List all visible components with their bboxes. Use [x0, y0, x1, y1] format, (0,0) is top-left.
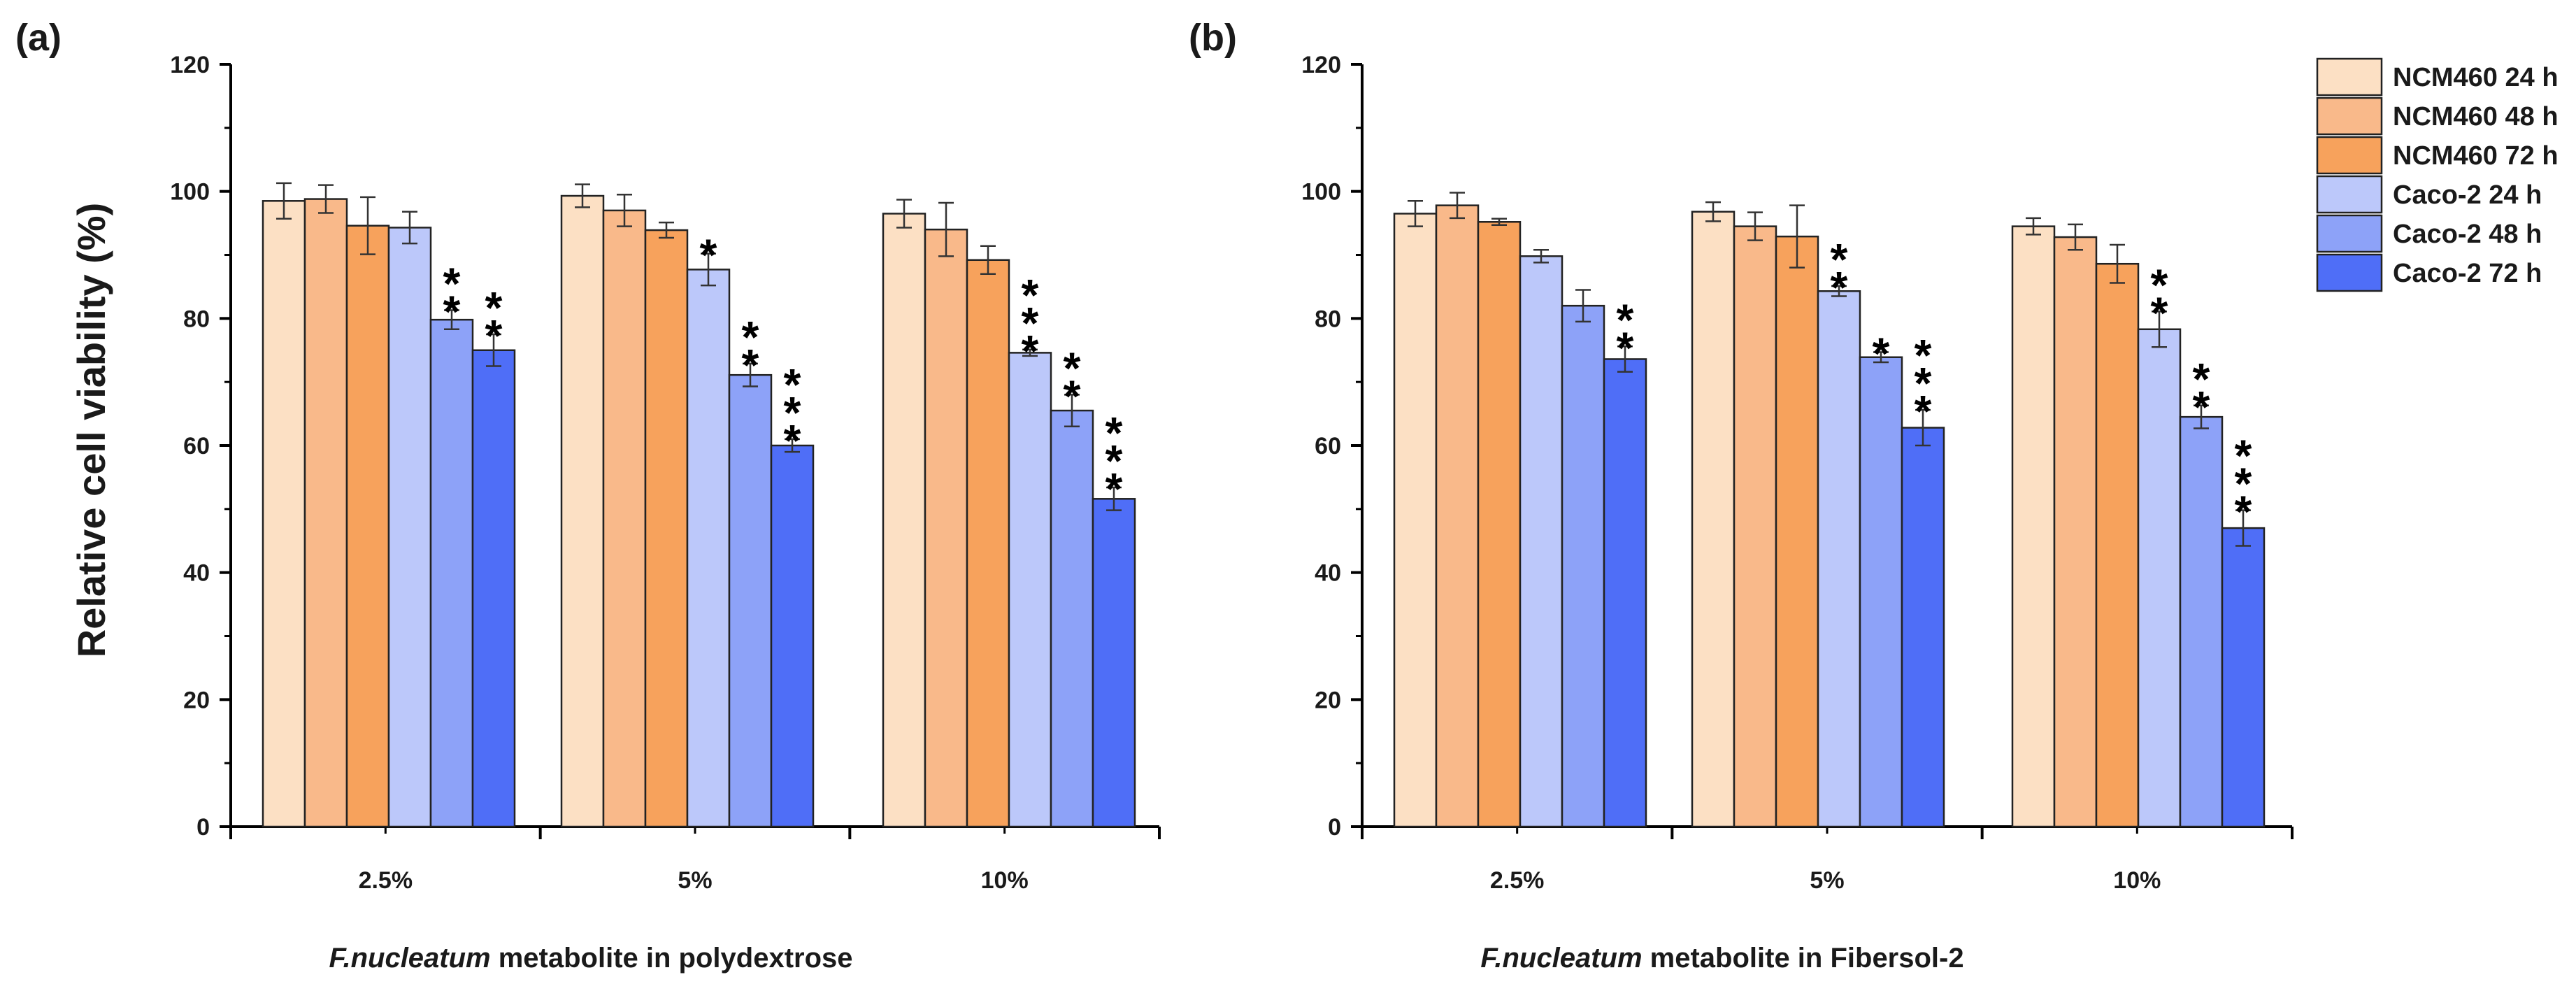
panel-b-x-axis-title-rest: metabolite in Fibersol-2 — [1643, 943, 1964, 974]
panel-a-significance-stars: * * * — [1105, 408, 1123, 514]
panel-a-bar — [1008, 352, 1052, 828]
panel-a-bar — [728, 373, 773, 828]
panel-a-significance-stars: * * * — [784, 359, 801, 466]
panel-a-bar — [262, 200, 306, 828]
panel-a-bar — [560, 194, 605, 828]
panel-b-x-tick-label: 5% — [1810, 867, 1844, 894]
panel-a-significance-stars: * * — [1064, 343, 1081, 421]
panel-b-bar — [2053, 236, 2098, 828]
legend-swatch — [2316, 136, 2383, 175]
panel-b-x-tick-label: 2.5% — [1490, 867, 1545, 894]
panel-b-x-axis-title-italic: F.nucleatum — [1480, 943, 1642, 974]
panel-b-bar — [1603, 358, 1647, 828]
panel-b-x-axis-title: F.nucleatum metabolite in Fibersol-2 — [1480, 943, 1963, 974]
panel-b-bar — [1435, 204, 1480, 828]
legend-label: Caco-2 72 h — [2393, 259, 2542, 288]
panel-b-bar — [1901, 427, 1945, 828]
panel-b-bar — [1393, 213, 1438, 828]
panel-b-bar — [2137, 328, 2182, 828]
panel-b-bar — [2095, 262, 2140, 828]
panel-a-significance-stars: * — [700, 230, 717, 280]
panel-a-bar — [602, 209, 647, 828]
panel-b-significance-stars: * * * — [1915, 330, 1932, 436]
panel-a-x-axis-title-rest: metabolite in polydextrose — [491, 943, 853, 974]
legend-swatch — [2316, 175, 2383, 214]
panel-a-bar — [882, 213, 926, 828]
panel-a-y-tick-label: 40 — [183, 560, 210, 587]
panel-b-significance-stars: * * — [2151, 259, 2168, 338]
panel-b-y-tick-label: 60 — [1315, 433, 1341, 459]
panel-a-y-tick-label: 100 — [170, 179, 210, 206]
legend-label: Caco-2 48 h — [2393, 220, 2542, 249]
panel-a-bar — [1050, 409, 1094, 828]
panel-a-y-tick-label: 80 — [183, 306, 210, 332]
panel-a: (a) Relative cell viability (%) F.nuclea… — [15, 17, 1161, 974]
panel-b-bar — [1519, 255, 1564, 828]
panel-b-x-tick-label: 10% — [2113, 867, 2161, 894]
panel-a-bar — [1092, 498, 1136, 828]
panel-a-bar — [387, 227, 432, 828]
panel-a-bar — [429, 318, 474, 828]
panel-b-y-tick-label: 40 — [1315, 560, 1341, 587]
panel-a-bar — [966, 259, 1010, 828]
panel-a-significance-stars: * * — [742, 312, 759, 390]
panel-a-bar — [303, 198, 348, 828]
legend-swatch — [2316, 97, 2383, 136]
panel-a-y-tick-label: 60 — [183, 433, 210, 459]
panel-b-significance-stars: * * — [1617, 294, 1634, 373]
panel-a-y-tick-label: 20 — [183, 687, 210, 713]
panel-b-bar — [2011, 225, 2056, 828]
panel-a-bar — [686, 269, 731, 828]
panel-a-y-tick-label: 120 — [170, 52, 210, 78]
panel-b-significance-stars: * — [1873, 328, 1890, 378]
panel-a-bar — [644, 229, 689, 828]
panel-a-x-tick-label: 10% — [981, 867, 1029, 894]
panel-a-bar — [924, 228, 968, 828]
panel-a-significance-stars: * * — [485, 283, 503, 361]
panel-a-significance-stars: * * * — [1022, 270, 1039, 376]
panel-a-bar — [345, 224, 390, 828]
panel-b-bar — [2179, 415, 2224, 828]
panel-b-bar — [1477, 221, 1522, 828]
panel-b-bar — [1859, 356, 1903, 828]
panel-b-bar — [1817, 290, 1861, 828]
legend-swatch — [2316, 214, 2383, 253]
legend-label: NCM460 48 h — [2393, 102, 2559, 131]
panel-b-significance-stars: * * — [2193, 354, 2210, 432]
legend-label: NCM460 72 h — [2393, 141, 2559, 171]
panel-b-y-tick-label: 0 — [1328, 814, 1341, 841]
panel-b-bar — [1733, 225, 1777, 828]
panel-b-bar — [1775, 235, 1819, 828]
panel-b-label: (b) — [1189, 17, 1237, 59]
legend-swatch — [2316, 253, 2383, 292]
panel-b-y-tick-label: 20 — [1315, 687, 1341, 713]
panel-b-significance-stars: * * — [1831, 234, 1848, 313]
panel-b-bar — [1691, 211, 1736, 828]
panel-a-bar — [471, 349, 516, 828]
panel-a-x-tick-label: 2.5% — [359, 867, 413, 894]
panel-b-bar — [1561, 304, 1605, 828]
y-axis-title: Relative cell viability (%) — [69, 203, 113, 657]
panel-a-label: (a) — [15, 17, 62, 59]
panel-a-x-axis-title-italic: F.nucleatum — [329, 943, 490, 974]
legend: NCM460 24 h NCM460 48 h NCM460 72 h Caco-2 … — [2316, 57, 2559, 292]
panel-b-y-tick-label: 100 — [1301, 179, 1341, 206]
legend-label: Caco-2 24 h — [2393, 180, 2542, 210]
panel-b-bar — [2221, 527, 2266, 828]
panel-a-significance-stars: * * — [443, 259, 461, 337]
panel-b: (b) F.nucleatum metabolite in Fibersol-2… — [1189, 17, 2294, 974]
panel-a-bar — [770, 444, 815, 828]
panel-b-y-tick-label: 80 — [1315, 306, 1341, 332]
legend-label: NCM460 24 h — [2393, 63, 2559, 92]
panel-a-x-tick-label: 5% — [678, 867, 712, 894]
panel-b-y-tick-label: 120 — [1301, 52, 1341, 78]
panel-a-x-axis-title: F.nucleatum metabolite in polydextrose — [329, 943, 852, 974]
panel-a-y-tick-label: 0 — [196, 814, 210, 841]
legend-swatch — [2316, 57, 2383, 97]
panel-b-significance-stars: * * * — [2235, 431, 2252, 537]
